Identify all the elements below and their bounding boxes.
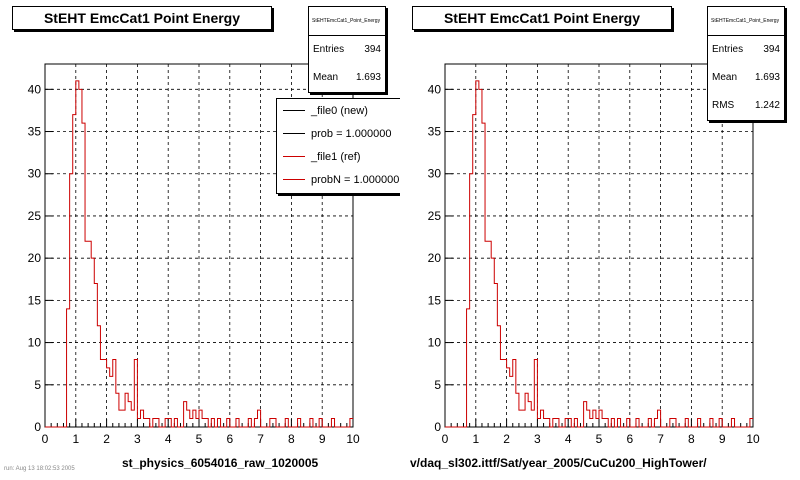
left-y-tick-label: 15 [28,293,42,307]
right-y-tick-label: 15 [428,293,442,307]
right-y-tick-label: 40 [428,82,442,96]
left-y-tick-label: 5 [34,378,41,392]
left-series-line [45,80,353,428]
legend-label-probn: probN = 1.000000 [311,173,400,186]
left-y-tick-label: 35 [28,125,42,139]
left-x-tick-label: 0 [42,432,49,446]
right-y-tick-label: 25 [428,209,442,223]
left-x-tick-label: 9 [319,432,326,446]
legend-entry-file1: _file1 (ref) [277,145,400,168]
left-legend: _file0 (new) prob = 1.000000 _file1 (ref… [276,98,400,194]
right-stats-rms-row: RMS 1.242 [708,92,784,120]
left-y-tick-label: 0 [34,420,41,434]
left-x-tick-label: 3 [134,432,141,446]
left-x-tick-label: 7 [257,432,264,446]
left-stats-entries-row: Entries 394 [309,36,385,64]
right-stats-rms-value: 1.242 [754,100,780,111]
right-chart-title: StEHT EmcCat1 Point Energy [412,6,672,30]
right-x-tick-label: 9 [719,432,726,446]
legend-label-prob: prob = 1.000000 [311,127,392,140]
right-x-tick-label: 8 [688,432,695,446]
right-y-tick-label: 5 [434,378,441,392]
right-stats-mean-label: Mean [712,72,738,83]
right-y-tick-label: 10 [428,336,442,350]
legend-entry-probn: probN = 1.000000 [277,168,400,191]
right-stats-mean-value: 1.693 [754,72,780,83]
left-y-tick-label: 10 [28,336,42,350]
legend-swatch-red [283,156,305,157]
left-x-tick-label: 1 [72,432,79,446]
left-histogram-pad: 0 1 2 3 4 5 6 7 8 9 10 0 5 10 15 20 25 30 35 40 StEHT EmcCa… [12,6,400,470]
left-x-tick-label: 5 [196,432,203,446]
right-stats-box: StEHTEmcCat1_Point_Energy Entries 394 Me… [707,6,785,121]
left-stats-mean-value: 1.693 [355,72,381,83]
right-x-tick-label: 3 [534,432,541,446]
right-x-tick-label: 1 [472,432,479,446]
right-stats-name: StEHTEmcCat1_Point_Energy [708,7,784,36]
right-y-tick-label: 30 [428,167,442,181]
footer-timestamp: run: Aug 13 18:02:53 2005 [4,466,75,472]
right-stats-entries-row: Entries 394 [708,36,784,64]
right-x-tick-label: 10 [746,432,760,446]
left-x-tick-label: 2 [103,432,110,446]
right-x-axis-title: v/daq_sl302.ittf/Sat/year_2005/CuCu200_H… [410,456,707,470]
right-x-tick-label: 2 [503,432,510,446]
legend-swatch-black [283,133,305,134]
left-stats-entries-label: Entries [313,44,345,55]
right-x-tick-label: 7 [657,432,664,446]
left-y-tick-label: 25 [28,209,42,223]
legend-swatch-red [283,179,305,180]
right-y-tick-label: 35 [428,125,442,139]
right-x-tick-label: 4 [565,432,572,446]
legend-swatch-black [283,110,305,111]
left-x-tick-label: 8 [288,432,295,446]
left-x-tick-label: 10 [346,432,360,446]
right-y-tick-label: 20 [428,251,442,265]
left-stats-entries-value: 394 [364,44,381,55]
right-series-line [445,80,753,428]
right-histogram-pad: 0 1 2 3 4 5 6 7 8 9 10 0 5 10 15 20 25 30 35 40 StEHT EmcCa… [400,0,800,480]
left-x-tick-label: 4 [165,432,172,446]
left-y-tick-label: 30 [28,167,42,181]
left-chart-title: StEHT EmcCat1 Point Energy [12,6,272,30]
legend-entry-file0: _file0 (new) [277,99,400,122]
left-y-tick-label: 40 [28,82,42,96]
legend-label-file1: _file1 (ref) [311,150,361,163]
right-histogram-plot: 0 1 2 3 4 5 6 7 8 9 10 0 5 10 15 20 25 30 35 40 [428,63,760,446]
left-x-tick-label: 6 [226,432,233,446]
right-stats-entries-label: Entries [712,44,744,55]
right-x-tick-label: 6 [626,432,633,446]
left-stats-mean-label: Mean [313,72,339,83]
left-y-tick-label: 20 [28,251,42,265]
legend-entry-prob: prob = 1.000000 [277,122,400,145]
right-x-tick-label: 0 [442,432,449,446]
left-stats-name: StEHTEmcCat1_Point_Energy [309,7,385,36]
right-x-tick-label: 5 [596,432,603,446]
right-stats-entries-value: 394 [763,44,780,55]
left-x-axis-title: st_physics_6054016_raw_1020005 [122,456,319,470]
left-stats-mean-row: Mean 1.693 [309,64,385,92]
left-stats-box: StEHTEmcCat1_Point_Energy Entries 394 Me… [308,6,386,93]
right-y-tick-label: 0 [434,420,441,434]
legend-label-file0: _file0 (new) [311,104,368,117]
right-stats-mean-row: Mean 1.693 [708,64,784,92]
right-stats-rms-label: RMS [712,100,735,111]
